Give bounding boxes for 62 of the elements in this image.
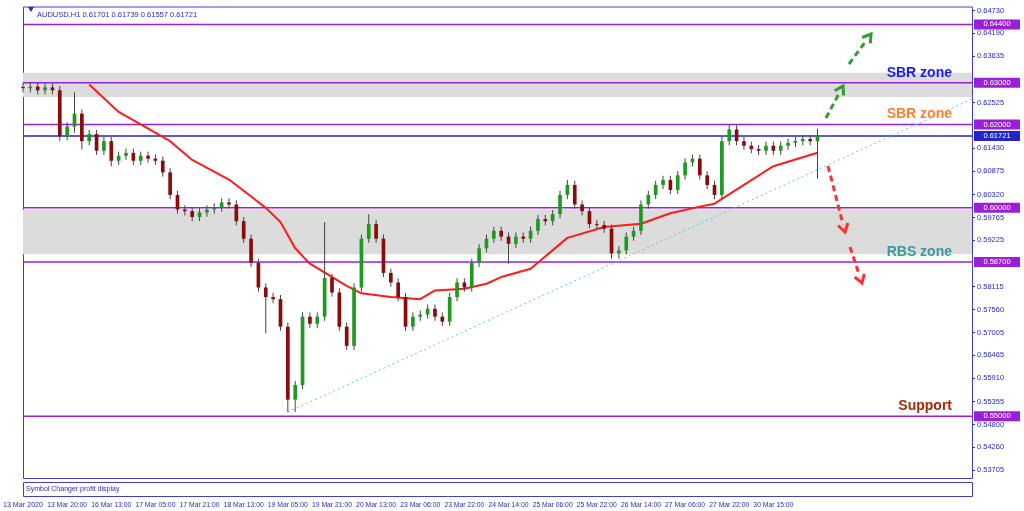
candlestick	[572, 180, 577, 210]
candlestick	[742, 136, 746, 151]
candlestick	[727, 123, 732, 146]
x-tick-label: 23 Mar 22:00	[444, 499, 485, 510]
candlestick	[455, 277, 459, 302]
x-tick-label: 19 Mar 21:00	[311, 499, 352, 510]
x-tick-label: 25 Mar 06:00	[532, 499, 573, 510]
x-tick-label: 30 Mar 15:00	[753, 499, 794, 510]
candlestick	[697, 154, 702, 181]
candlestick	[764, 141, 768, 156]
candlestick	[109, 136, 114, 167]
candlestick	[433, 304, 437, 322]
candlestick	[241, 216, 246, 244]
annotation: SBR zone	[886, 63, 953, 80]
candlestick	[653, 180, 658, 200]
candlestick	[521, 231, 526, 244]
x-tick-label: 19 Mar 05:00	[267, 499, 308, 510]
x-tick-label: 23 Mar 06:00	[400, 499, 441, 510]
candlestick	[146, 151, 150, 164]
candlestick	[786, 138, 790, 151]
annotation: RBS zone	[886, 242, 953, 259]
x-tick-label: 13 Mar 2020	[2, 499, 44, 510]
candlestick	[411, 312, 415, 332]
candlestick	[330, 273, 334, 298]
x-tick-label: 17 Mar 05:00	[135, 499, 176, 510]
candlestick	[263, 282, 268, 334]
candlestick	[624, 231, 629, 256]
candlestick	[308, 312, 312, 329]
candlestick	[124, 148, 128, 161]
candlestick	[396, 277, 401, 302]
x-tick-label: 13 Mar 20:00	[47, 499, 88, 510]
candlestick	[65, 121, 69, 141]
candlestick	[374, 219, 378, 244]
x-tick-label: 20 Mar 13:00	[356, 499, 397, 510]
candlestick	[168, 167, 172, 200]
candlestick	[514, 231, 518, 249]
candlestick	[617, 245, 621, 260]
candlestick	[418, 309, 423, 322]
candlestick	[558, 190, 562, 219]
x-tick-label: 17 Mar 21:00	[179, 499, 220, 510]
candlestick	[683, 157, 687, 181]
candlestick	[675, 170, 680, 195]
candlestick	[293, 380, 298, 413]
x-tick-label: 27 Mar 22:00	[709, 499, 750, 510]
candlestick	[661, 175, 665, 190]
x-tick-label: 27 Mar 06:00	[665, 499, 706, 510]
x-tick-label: 18 Mar 13:00	[223, 499, 264, 510]
x-tick-label: 16 Mar 13:00	[91, 499, 132, 510]
candlestick	[43, 82, 47, 95]
x-tick-label: 24 Mar 14:00	[488, 499, 529, 510]
candlestick	[366, 213, 371, 244]
x-tick-label: 26 Mar 14:00	[620, 499, 661, 510]
candlestick	[271, 292, 275, 304]
candlestick	[580, 199, 584, 216]
candlestick	[160, 156, 165, 178]
candlestick	[227, 197, 231, 210]
x-tick-label: 25 Mar 22:00	[576, 499, 617, 510]
annotation: SBR zone	[886, 105, 953, 122]
candlestick	[344, 322, 349, 351]
annotation: Support	[898, 397, 953, 414]
candlestick	[477, 243, 481, 268]
candlestick	[536, 214, 540, 236]
